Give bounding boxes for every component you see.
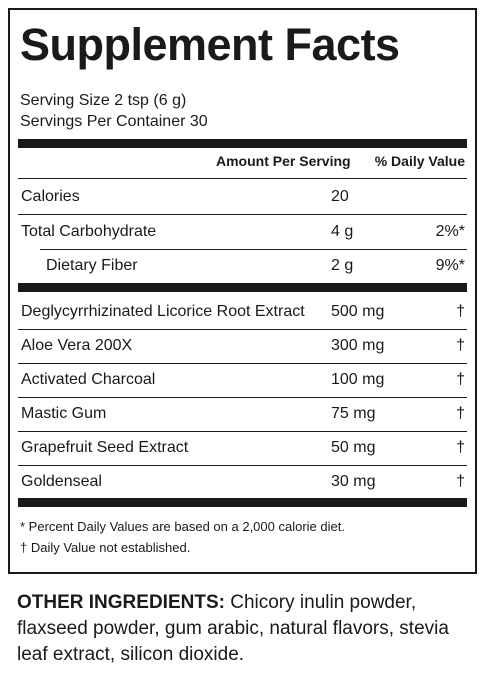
divider-line bbox=[18, 465, 467, 466]
ingredient-amount: 500 mg bbox=[331, 303, 385, 320]
ingredient-row: Grapefruit Seed Extract 50 mg † bbox=[18, 431, 467, 465]
thick-divider bbox=[18, 139, 467, 148]
supplement-facts-panel: Supplement Facts Serving Size 2 tsp (6 g… bbox=[8, 8, 477, 574]
nutrient-amount: 4 g bbox=[331, 223, 354, 240]
thick-divider bbox=[18, 498, 467, 507]
serving-size: Serving Size 2 tsp (6 g) bbox=[20, 92, 187, 109]
ingredient-name: Grapefruit Seed Extract bbox=[21, 439, 189, 456]
ingredient-daily-value: † bbox=[456, 439, 465, 456]
divider-line bbox=[18, 178, 467, 179]
divider-line bbox=[18, 329, 467, 330]
ingredient-amount: 100 mg bbox=[331, 371, 385, 388]
ingredient-daily-value: † bbox=[456, 337, 465, 354]
ingredient-name: Mastic Gum bbox=[21, 405, 107, 422]
panel-title: Supplement Facts bbox=[20, 19, 400, 70]
ingredient-name: Goldenseal bbox=[21, 473, 102, 490]
ingredient-amount: 75 mg bbox=[331, 405, 376, 422]
nutrient-amount: 20 bbox=[331, 188, 349, 205]
amount-per-serving-header: Amount Per Serving bbox=[216, 153, 351, 169]
ingredient-amount: 50 mg bbox=[331, 439, 376, 456]
nutrient-name: Dietary Fiber bbox=[46, 257, 138, 274]
divider-line bbox=[18, 397, 467, 398]
ingredient-name: Activated Charcoal bbox=[21, 371, 156, 388]
servings-per-container: Servings Per Container 30 bbox=[20, 113, 208, 130]
nutrient-daily-value: 9%* bbox=[435, 257, 465, 274]
footnote-percent-daily-value: * Percent Daily Values are based on a 2,… bbox=[20, 519, 345, 534]
ingredient-daily-value: † bbox=[456, 371, 465, 388]
nutrient-name: Total Carbohydrate bbox=[21, 223, 157, 240]
ingredient-daily-value: † bbox=[456, 303, 465, 320]
nutrient-name: Calories bbox=[21, 188, 80, 205]
divider-line bbox=[18, 431, 467, 432]
nutrient-row: Dietary Fiber 2 g 9%* bbox=[18, 249, 467, 283]
ingredient-daily-value: † bbox=[456, 405, 465, 422]
ingredient-name: Deglycyrrhizinated Licorice Root Extract bbox=[21, 303, 305, 320]
other-ingredients-label: OTHER INGREDIENTS: bbox=[17, 592, 225, 613]
ingredient-row: Deglycyrrhizinated Licorice Root Extract… bbox=[18, 295, 467, 329]
footnote-dagger: † Daily Value not established. bbox=[20, 540, 191, 555]
ingredient-name: Aloe Vera 200X bbox=[21, 337, 133, 354]
divider-line bbox=[18, 363, 467, 364]
nutrient-row: Total Carbohydrate 4 g 2%* bbox=[18, 215, 467, 249]
nutrient-amount: 2 g bbox=[331, 257, 354, 274]
ingredient-daily-value: † bbox=[456, 473, 465, 490]
ingredient-row: Aloe Vera 200X 300 mg † bbox=[18, 329, 467, 363]
ingredient-row: Activated Charcoal 100 mg † bbox=[18, 363, 467, 397]
ingredient-amount: 30 mg bbox=[331, 473, 376, 490]
other-ingredients-text: Chicory inulin powder, flaxseed powder, … bbox=[17, 592, 449, 665]
divider-line bbox=[18, 214, 467, 215]
divider-line bbox=[40, 249, 467, 250]
ingredient-row: Goldenseal 30 mg † bbox=[18, 465, 467, 499]
thick-divider bbox=[18, 283, 467, 292]
ingredient-row: Mastic Gum 75 mg † bbox=[18, 397, 467, 431]
nutrient-daily-value: 2%* bbox=[435, 223, 465, 240]
other-ingredients: OTHER INGREDIENTS: Chicory inulin powder… bbox=[17, 590, 477, 668]
nutrient-row: Calories 20 bbox=[18, 180, 467, 214]
daily-value-header: % Daily Value bbox=[374, 153, 465, 169]
ingredient-amount: 300 mg bbox=[331, 337, 385, 354]
